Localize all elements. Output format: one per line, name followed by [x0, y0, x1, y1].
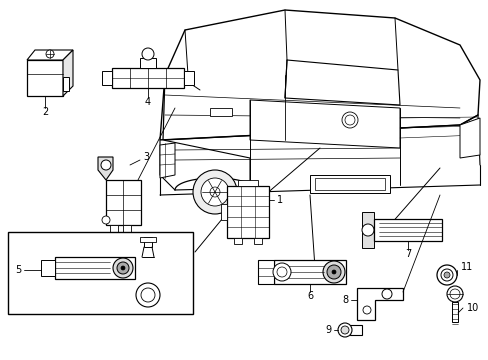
Circle shape — [142, 48, 154, 60]
Bar — [373, 219, 441, 241]
Bar — [8, 232, 193, 314]
Text: 4: 4 — [144, 97, 151, 107]
Bar — [102, 71, 112, 85]
Text: 6: 6 — [306, 291, 312, 301]
Bar — [63, 77, 69, 91]
Circle shape — [272, 263, 290, 281]
Polygon shape — [160, 10, 479, 140]
Circle shape — [121, 266, 125, 270]
Circle shape — [446, 286, 462, 302]
Bar — [112, 68, 183, 88]
Bar — [143, 237, 152, 247]
Polygon shape — [160, 140, 249, 190]
Text: 10: 10 — [466, 303, 478, 313]
Circle shape — [113, 258, 133, 278]
Circle shape — [362, 306, 370, 314]
Bar — [140, 58, 156, 68]
Polygon shape — [356, 288, 402, 320]
Bar — [273, 260, 346, 284]
Bar — [123, 225, 131, 235]
Bar — [55, 257, 135, 279]
Polygon shape — [63, 50, 73, 96]
Polygon shape — [160, 143, 175, 178]
Text: 1: 1 — [276, 195, 283, 205]
Bar — [226, 186, 268, 238]
Bar — [41, 260, 55, 276]
Polygon shape — [27, 50, 73, 60]
Bar — [451, 302, 457, 322]
Circle shape — [141, 288, 155, 302]
Text: 2: 2 — [42, 107, 48, 117]
Circle shape — [436, 265, 456, 285]
Bar — [221, 204, 226, 220]
Circle shape — [102, 216, 110, 224]
Text: 7: 7 — [404, 249, 410, 259]
Bar — [238, 180, 258, 186]
Text: 9: 9 — [324, 325, 330, 335]
Circle shape — [345, 115, 354, 125]
Text: 5: 5 — [15, 265, 21, 275]
Polygon shape — [361, 212, 373, 248]
Bar — [27, 60, 63, 96]
Circle shape — [337, 323, 351, 337]
Polygon shape — [285, 60, 399, 105]
Bar — [209, 108, 231, 116]
Circle shape — [341, 112, 357, 128]
Circle shape — [101, 160, 111, 170]
Bar — [140, 237, 156, 242]
Polygon shape — [459, 118, 479, 158]
Bar — [253, 238, 262, 244]
Circle shape — [201, 178, 228, 206]
Bar — [314, 178, 384, 190]
Circle shape — [381, 289, 391, 299]
Circle shape — [117, 262, 129, 274]
Bar — [258, 260, 273, 284]
Circle shape — [46, 50, 54, 58]
Circle shape — [449, 289, 459, 299]
Circle shape — [323, 261, 345, 283]
Bar — [234, 238, 242, 244]
Text: 3: 3 — [142, 152, 149, 162]
Bar — [183, 71, 194, 85]
Circle shape — [136, 283, 160, 307]
Bar — [110, 225, 118, 235]
Circle shape — [440, 269, 452, 281]
Text: 8: 8 — [341, 295, 347, 305]
Circle shape — [443, 272, 449, 278]
Text: 11: 11 — [460, 262, 472, 272]
Bar — [349, 325, 361, 335]
Circle shape — [326, 265, 340, 279]
Bar — [309, 175, 389, 193]
Circle shape — [276, 267, 286, 277]
Circle shape — [361, 224, 373, 236]
Circle shape — [209, 187, 220, 197]
Circle shape — [193, 170, 237, 214]
Circle shape — [331, 270, 335, 274]
Circle shape — [340, 326, 348, 334]
Bar — [106, 180, 141, 225]
Polygon shape — [98, 157, 113, 180]
Polygon shape — [249, 100, 399, 148]
